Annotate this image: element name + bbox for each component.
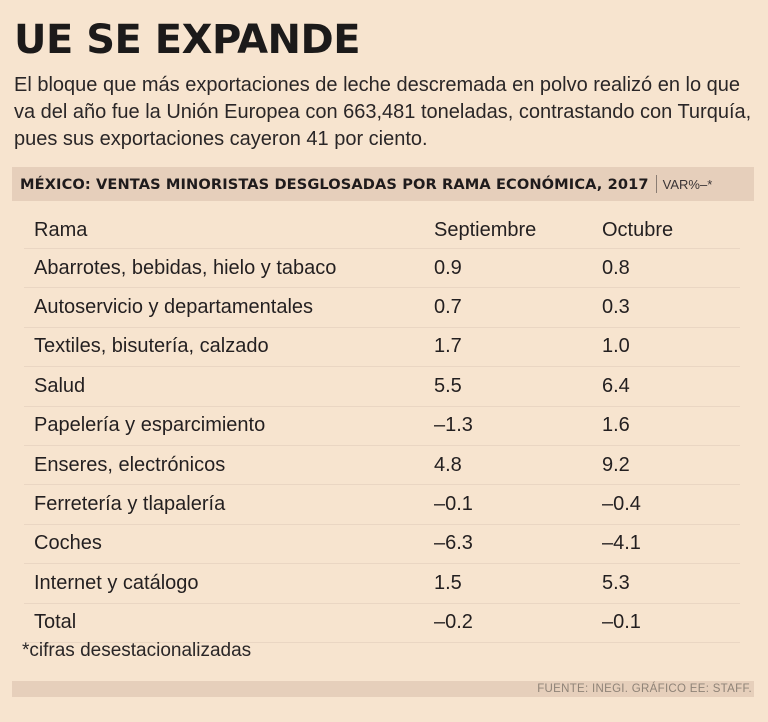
table-unit: VAR%–* xyxy=(662,176,713,192)
source-text: FUENTE: INEGI. GRÁFICO EE: STAFF. xyxy=(537,683,752,695)
table-row: Ferretería y tlapalería –0.1 –0.4 xyxy=(24,484,740,525)
table-row: Enseres, electrónicos 4.8 9.2 xyxy=(24,445,740,486)
sales-table: Rama Septiembre Octubre Abarrotes, bebid… xyxy=(24,212,740,643)
cell-septiembre: 4.8 xyxy=(424,445,592,486)
table-row: Salud 5.5 6.4 xyxy=(24,366,740,407)
cell-septiembre: 1.5 xyxy=(424,563,592,604)
cell-septiembre: 0.9 xyxy=(424,248,592,289)
table-row: Abarrotes, bebidas, hielo y tabaco 0.9 0.8 xyxy=(24,248,740,289)
cell-septiembre: –0.1 xyxy=(424,484,592,525)
column-header-rama: Rama xyxy=(24,212,424,249)
cell-octubre: 6.4 xyxy=(592,366,740,407)
table-row: Papelería y esparcimiento –1.3 1.6 xyxy=(24,406,740,446)
footnote: *cifras desestacionalizadas xyxy=(22,640,252,661)
table-row: Autoservicio y departamentales 0.7 0.3 xyxy=(24,287,740,328)
cell-rama: Textiles, bisutería, calzado xyxy=(24,327,424,368)
column-header-septiembre: Septiembre xyxy=(424,212,592,249)
cell-septiembre: –1.3 xyxy=(424,406,592,446)
table-row: Coches –6.3 –4.1 xyxy=(24,524,740,565)
page-title: UE SE EXPANDE xyxy=(14,17,361,63)
page-subtitle: El bloque que más exportaciones de leche… xyxy=(14,74,752,150)
cell-rama: Autoservicio y departamentales xyxy=(24,287,424,328)
cell-octubre: 0.8 xyxy=(592,248,740,289)
cell-octubre: 9.2 xyxy=(592,445,740,486)
cell-rama: Abarrotes, bebidas, hielo y tabaco xyxy=(24,248,424,289)
table-row: Textiles, bisutería, calzado 1.7 1.0 xyxy=(24,327,740,368)
source-bar: FUENTE: INEGI. GRÁFICO EE: STAFF. xyxy=(12,681,754,697)
cell-octubre: 1.0 xyxy=(592,327,740,368)
cell-rama: Total xyxy=(24,603,424,643)
table-header-row: Rama Septiembre Octubre xyxy=(24,212,740,249)
cell-septiembre: –6.3 xyxy=(424,524,592,565)
cell-septiembre: 1.7 xyxy=(424,327,592,368)
cell-octubre: –0.4 xyxy=(592,484,740,525)
cell-rama: Internet y catálogo xyxy=(24,563,424,604)
cell-octubre: –4.1 xyxy=(592,524,740,565)
column-header-octubre: Octubre xyxy=(592,212,740,249)
cell-septiembre: 0.7 xyxy=(424,287,592,328)
cell-septiembre: 5.5 xyxy=(424,366,592,407)
cell-rama: Enseres, electrónicos xyxy=(24,445,424,486)
title-separator xyxy=(655,175,657,193)
table-row: Internet y catálogo 1.5 5.3 xyxy=(24,563,740,604)
cell-octubre: 0.3 xyxy=(592,287,740,328)
cell-octubre: 5.3 xyxy=(592,563,740,604)
cell-rama: Ferretería y tlapalería xyxy=(24,484,424,525)
cell-octubre: 1.6 xyxy=(592,406,740,446)
cell-rama: Salud xyxy=(24,366,424,407)
table-body: Abarrotes, bebidas, hielo y tabaco 0.9 0.8… xyxy=(24,248,740,643)
cell-rama: Coches xyxy=(24,524,424,565)
cell-septiembre: –0.2 xyxy=(424,603,592,643)
cell-octubre: –0.1 xyxy=(592,603,740,643)
table-title: MÉXICO: VENTAS MINORISTAS DESGLOSADAS PO… xyxy=(20,175,649,193)
table-title-band: MÉXICO: VENTAS MINORISTAS DESGLOSADAS PO… xyxy=(12,167,754,201)
cell-rama: Papelería y esparcimiento xyxy=(24,406,424,446)
table-row: Total –0.2 –0.1 xyxy=(24,603,740,643)
